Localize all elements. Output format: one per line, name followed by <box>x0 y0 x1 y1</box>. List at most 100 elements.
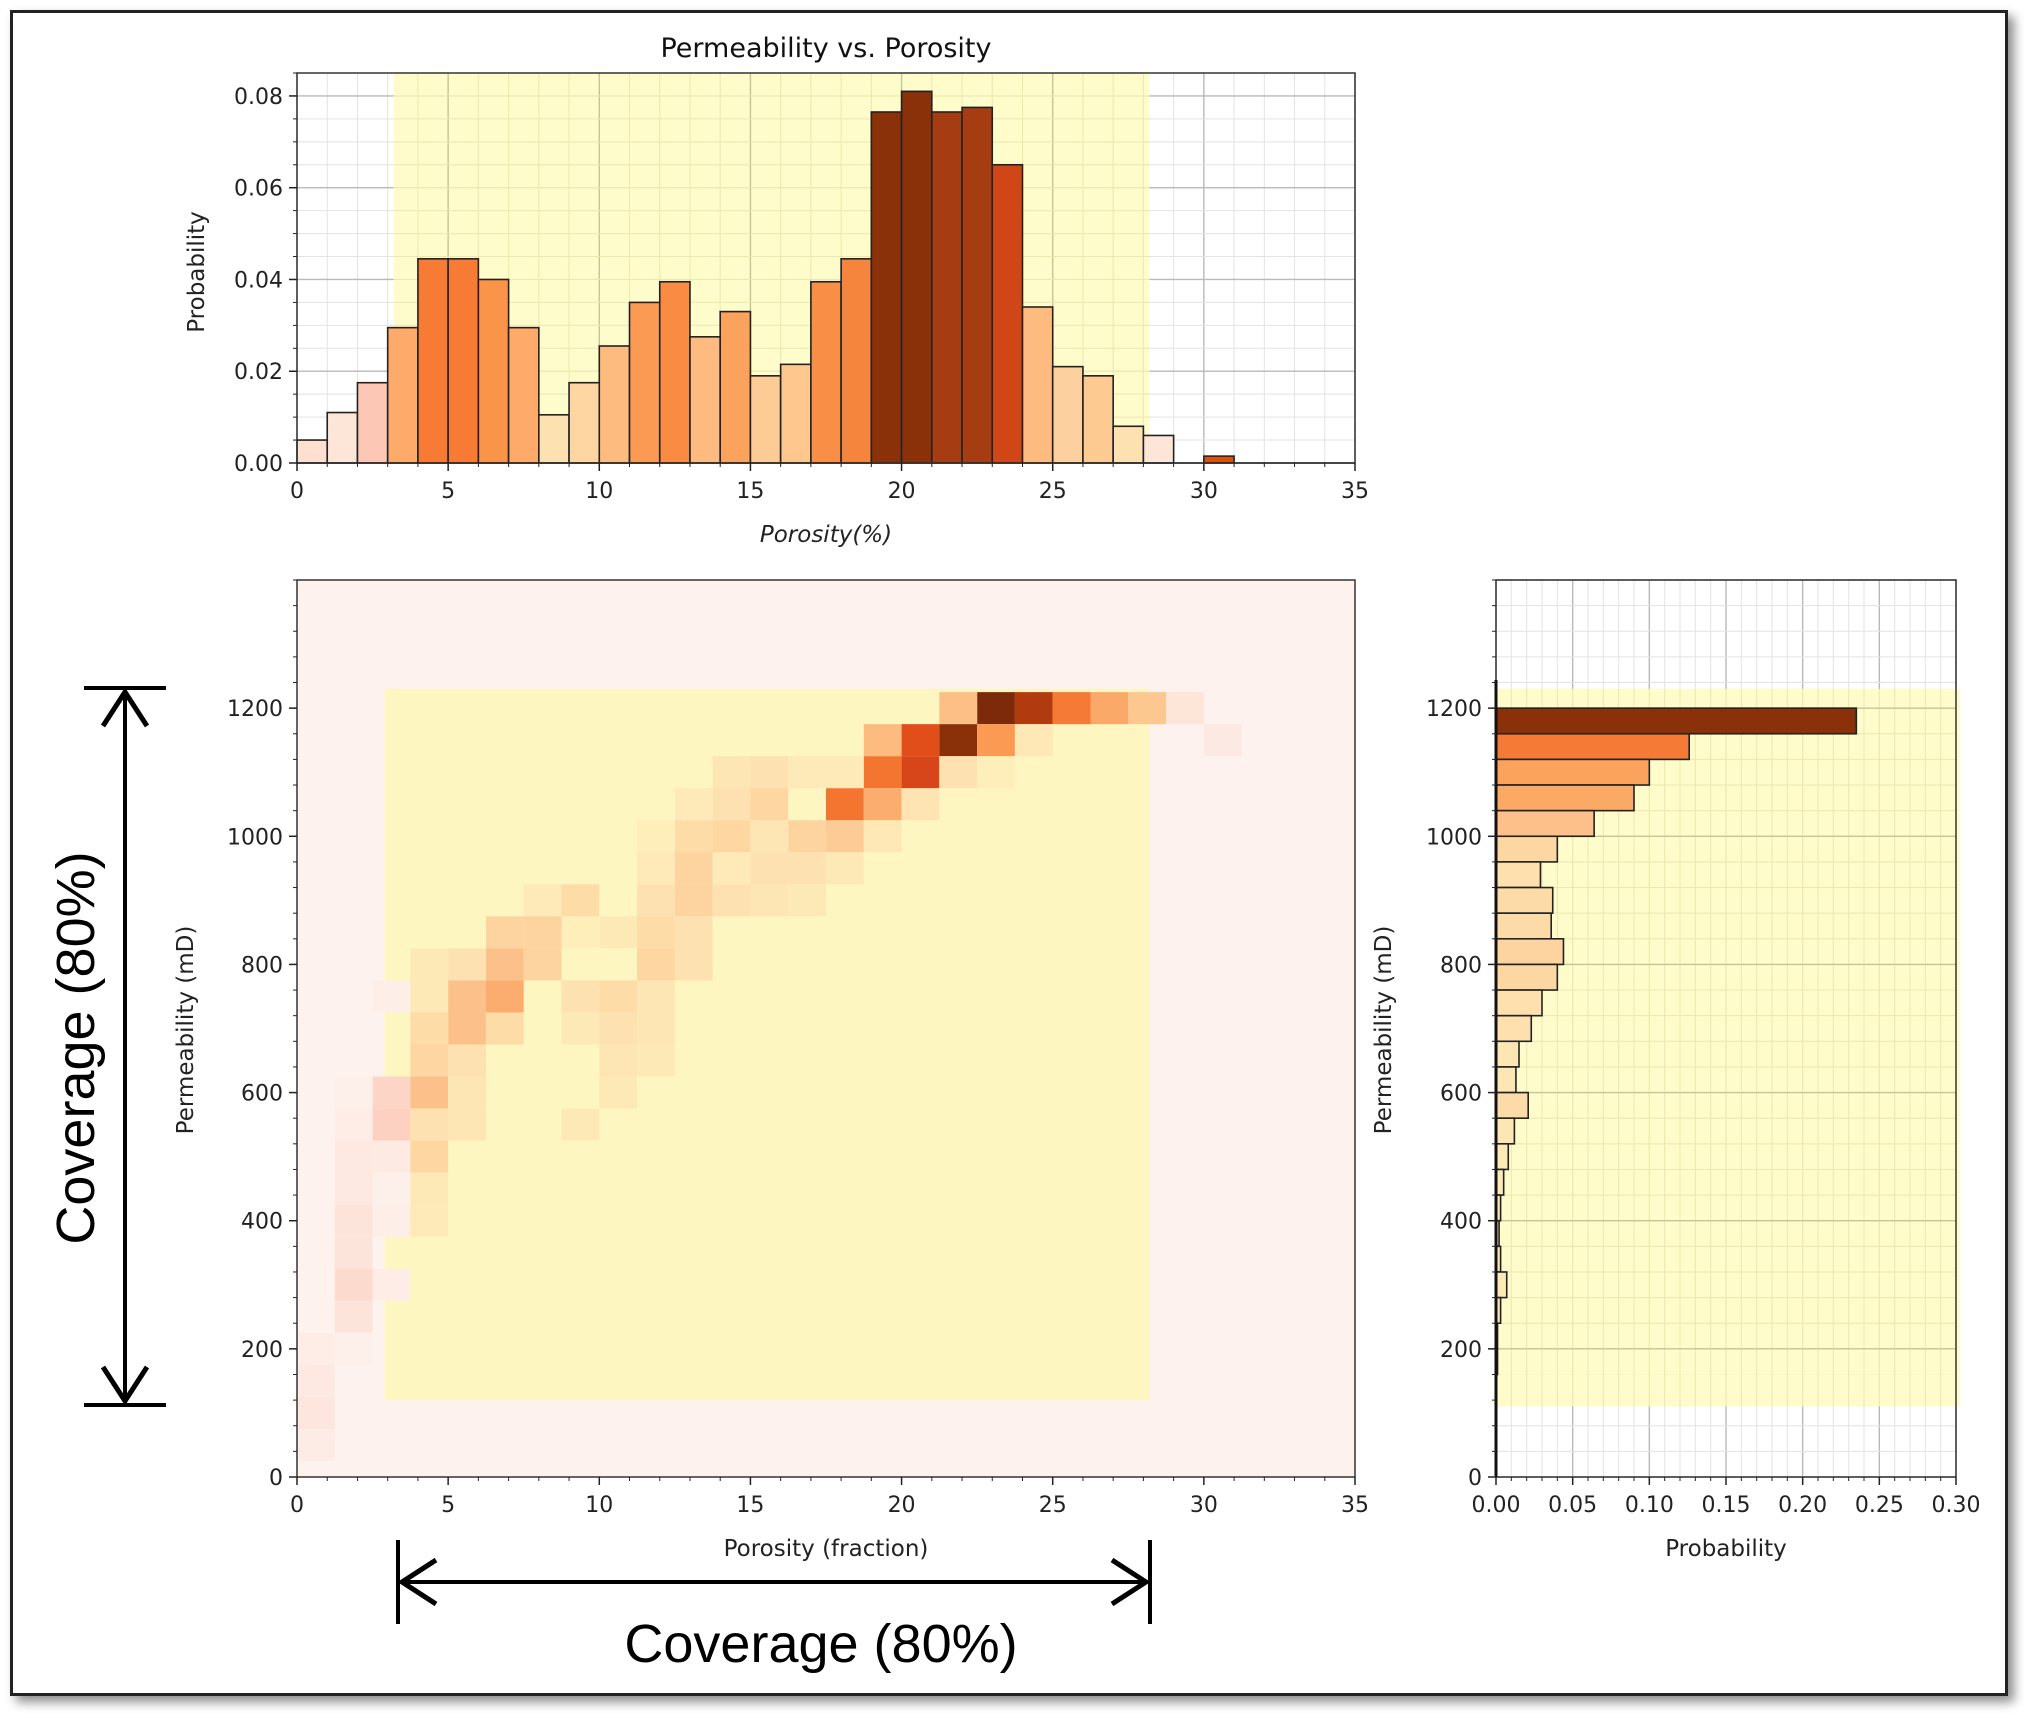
vertical-coverage-annotation: Coverage (80%) <box>46 686 166 1407</box>
main-y-tick-label: 1000 <box>227 825 283 850</box>
heatmap-cell <box>939 692 978 725</box>
heatmap-cell <box>297 1332 335 1365</box>
heatmap-cell <box>334 1172 373 1205</box>
top-y-tick-label: 0.04 <box>234 268 283 293</box>
right-x-tick-label: 0.10 <box>1625 1493 1674 1518</box>
heatmap-cell <box>674 948 713 981</box>
right-bar <box>1495 1091 1530 1119</box>
top-bar <box>991 163 1024 464</box>
right-x-axis-label: Probability <box>1665 1536 1787 1562</box>
top-bar <box>356 381 389 464</box>
top-bar <box>870 111 903 464</box>
top-bar <box>447 258 480 464</box>
right-bar <box>1495 835 1559 863</box>
heatmap-cell <box>863 756 902 789</box>
heatmap-cell <box>863 724 902 757</box>
heatmap-cell <box>637 980 675 1013</box>
main-x-tick-label: 5 <box>441 1493 455 1518</box>
main-y-axis-label: Permeability (mD) <box>173 926 199 1135</box>
top-bar <box>1203 455 1235 464</box>
heatmap-cell <box>1203 724 1242 757</box>
right-bar <box>1495 861 1542 889</box>
heatmap-cell <box>750 788 789 821</box>
heatmap-cell <box>334 1108 373 1141</box>
right-x-tick-label: 0.15 <box>1702 1493 1751 1518</box>
heatmap-cell <box>372 1108 411 1141</box>
heatmap-cell <box>561 884 600 917</box>
heatmap-cell <box>297 1364 335 1397</box>
top-bar <box>689 336 722 464</box>
heatmap-cell <box>334 1140 373 1173</box>
heatmap-cell <box>372 1172 411 1205</box>
heatmap-cell <box>637 884 675 917</box>
heatmap-cell <box>410 980 449 1013</box>
heatmap-cell <box>410 1204 449 1237</box>
horizontal-coverage-arrowhead-right <box>1110 1557 1151 1607</box>
heatmap-cell <box>939 724 978 757</box>
heatmap-cell <box>750 852 789 885</box>
heatmap-cell <box>826 756 864 789</box>
right-bar <box>1495 707 1858 735</box>
heatmap-cell <box>448 1012 486 1045</box>
heatmap-cell <box>448 1044 486 1077</box>
heatmap-cell <box>637 1012 675 1045</box>
top-x-tick-label: 20 <box>888 479 916 504</box>
heatmap-cell <box>750 820 789 853</box>
right-y-tick-label: 800 <box>1440 953 1482 978</box>
top-x-tick-label: 0 <box>290 479 304 504</box>
right-x-tick-label: 0.30 <box>1932 1493 1981 1518</box>
right-y-tick-label: 0 <box>1468 1466 1482 1491</box>
main-x-tick-label: 25 <box>1039 1493 1067 1518</box>
heatmap-cell <box>712 756 751 789</box>
top-bar <box>507 326 540 464</box>
top-y-tick-label: 0.02 <box>234 360 283 385</box>
right-bar <box>1495 732 1690 761</box>
heatmap-cell <box>637 948 675 981</box>
top-bar <box>840 258 873 464</box>
heatmap-cell <box>1128 692 1167 725</box>
right-bar <box>1495 1066 1517 1094</box>
heatmap-cell <box>599 1076 638 1109</box>
heatmap-cell <box>410 1140 449 1173</box>
top-bar <box>961 106 994 464</box>
right-bar <box>1495 963 1559 991</box>
top-bar <box>749 375 782 464</box>
main-x-tick-label: 15 <box>736 1493 764 1518</box>
heatmap-cell <box>1014 692 1053 725</box>
heatmap-cell <box>788 820 826 853</box>
right-bar <box>1495 912 1553 940</box>
top-bar <box>1082 375 1114 464</box>
top-y-tick-label: 0.00 <box>234 452 283 477</box>
heatmap-cell <box>977 756 1015 789</box>
heatmap-cell <box>523 948 562 981</box>
heatmap-cell <box>826 820 864 853</box>
heatmap-cell <box>1090 692 1129 725</box>
heatmap-cell <box>372 1268 411 1301</box>
heatmap-cell <box>334 1076 373 1109</box>
right-ticks: 0.00 0.05 0.10 0.15 0.20 0.25 0.30 0 200 400 600 80… <box>1426 579 1981 1518</box>
right-bar <box>1495 784 1635 812</box>
main-y-tick-label: 800 <box>241 953 283 978</box>
top-x-tick-label: 15 <box>736 479 764 504</box>
top-x-tick-label: 30 <box>1190 479 1218 504</box>
vertical-coverage-arrowhead-top <box>100 687 150 728</box>
heatmap-cell <box>561 1012 600 1045</box>
top-x-tick-label: 35 <box>1341 479 1369 504</box>
heatmap-cell <box>826 788 864 821</box>
top-bar <box>326 411 359 464</box>
right-bar <box>1495 758 1651 786</box>
vertical-coverage-label: Coverage (80%) <box>46 851 106 1244</box>
top-axes-frame <box>296 72 1356 464</box>
heatmap-cell <box>863 788 902 821</box>
heatmap-cell <box>637 916 675 949</box>
right-bar <box>1495 1117 1516 1145</box>
heatmap-cell <box>977 724 1015 757</box>
heatmap-cell <box>788 756 826 789</box>
permeability-histogram: 0.00 0.05 0.10 0.15 0.20 0.25 0.30 0 200 400 600 80… <box>1371 579 1981 1562</box>
porosity-histogram: 0 5 10 15 20 25 30 35 0.00 0.02 0.04 0.06 0.08 Perme… <box>184 33 1369 548</box>
main-y-tick-label: 200 <box>241 1338 283 1363</box>
heatmap-cell <box>599 1044 638 1077</box>
right-y-tick-label: 400 <box>1440 1210 1482 1235</box>
heatmap-cell <box>712 852 751 885</box>
heatmap-cell <box>788 884 826 917</box>
